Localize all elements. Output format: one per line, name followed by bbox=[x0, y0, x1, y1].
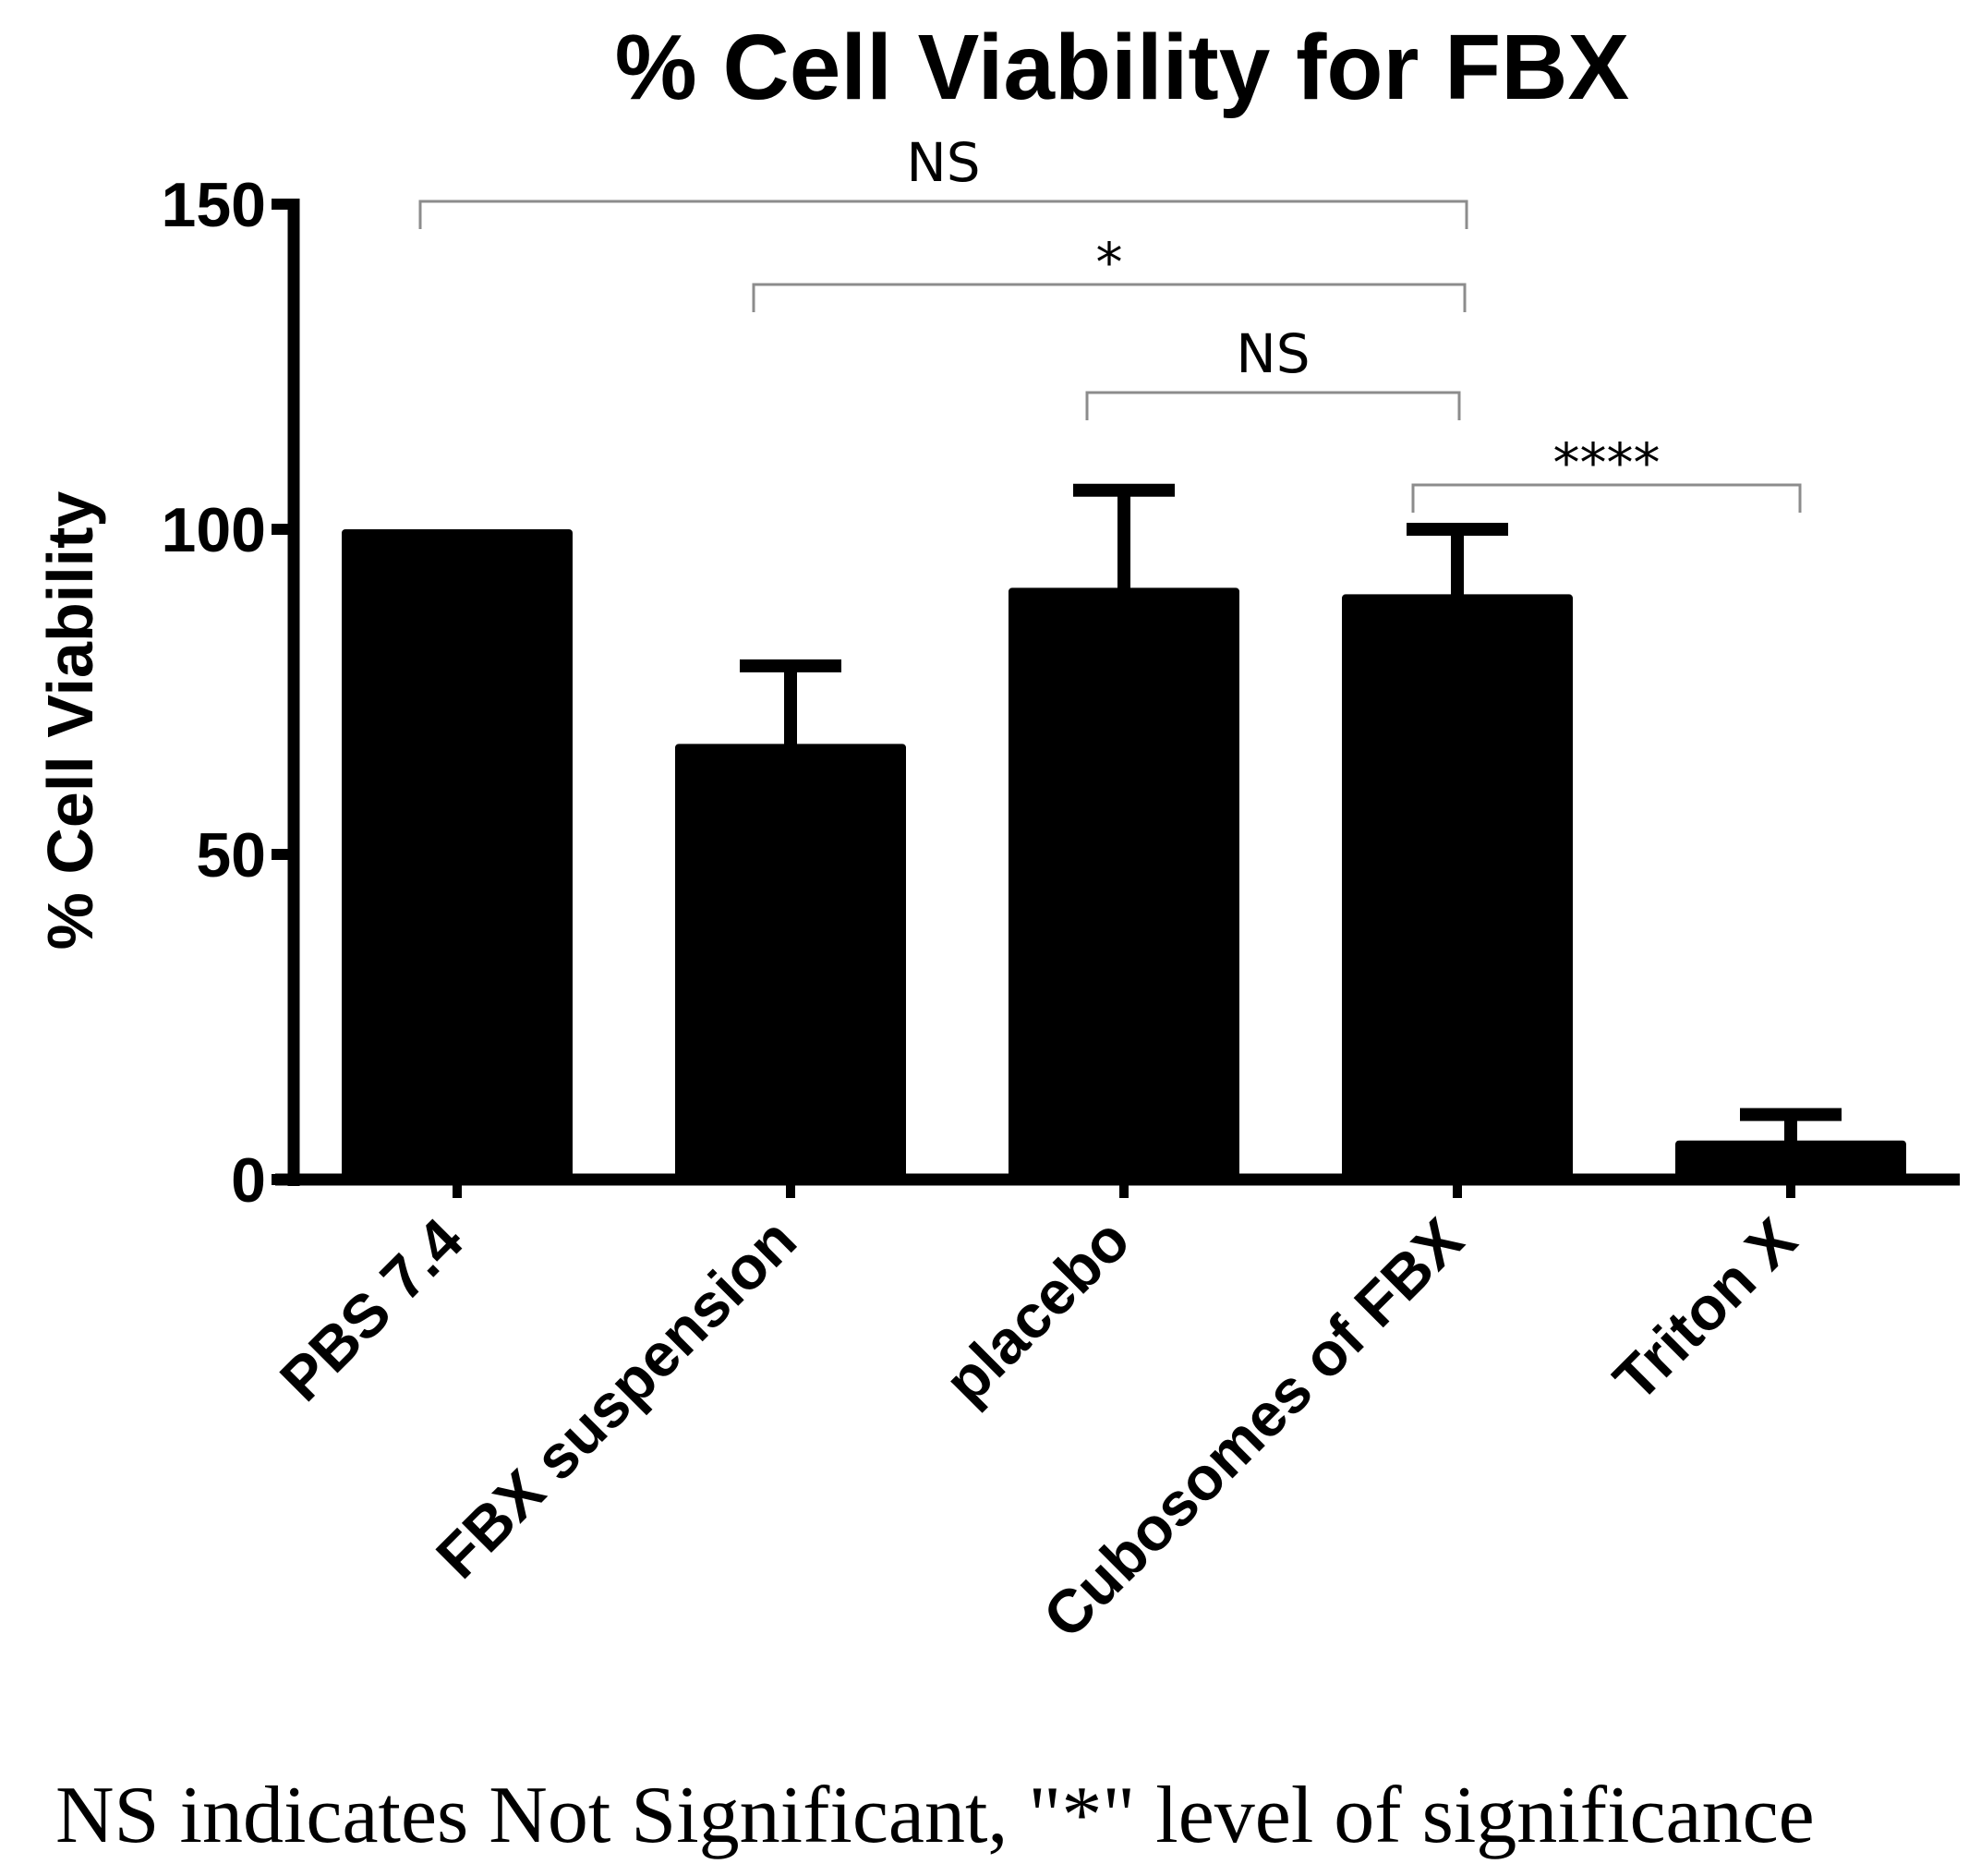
y-tick-label-150: 150 bbox=[162, 170, 266, 240]
significance-bracket-2 bbox=[752, 283, 1467, 312]
y-tick-label-100: 100 bbox=[162, 495, 266, 565]
caption-wrap: NS indicates Not Significant, "*" level … bbox=[55, 1769, 1958, 1862]
x-tick-label-2: FBX suspension bbox=[423, 1205, 809, 1592]
significance-bracket-4 bbox=[1411, 483, 1802, 513]
chart-title: % Cell Viability for FBX bbox=[615, 16, 1629, 119]
x-tick-label-1: PBS 7.4 bbox=[267, 1204, 476, 1413]
bar-2 bbox=[675, 744, 906, 1180]
y-tick-label-50: 50 bbox=[196, 820, 266, 890]
significance-label-2: * bbox=[1096, 231, 1123, 294]
bar-3 bbox=[1009, 587, 1239, 1180]
bar-4 bbox=[1342, 594, 1573, 1180]
y-axis-label: % Cell Viability bbox=[34, 491, 106, 950]
significance-bracket-3 bbox=[1085, 391, 1461, 420]
figure-caption: NS indicates Not Significant, "*" level … bbox=[55, 1771, 1815, 1860]
x-tick-label-3: placebo bbox=[931, 1205, 1142, 1417]
significance-label-4: **** bbox=[1553, 431, 1661, 494]
significance-label-1: NS bbox=[906, 131, 980, 194]
x-tick-label-5: Triton X bbox=[1601, 1205, 1809, 1414]
significance-bracket-1 bbox=[418, 200, 1468, 229]
bar-1 bbox=[342, 529, 573, 1180]
bar-5 bbox=[1675, 1140, 1906, 1180]
significance-label-3: NS bbox=[1236, 322, 1310, 385]
y-tick-label-0: 0 bbox=[231, 1145, 266, 1216]
